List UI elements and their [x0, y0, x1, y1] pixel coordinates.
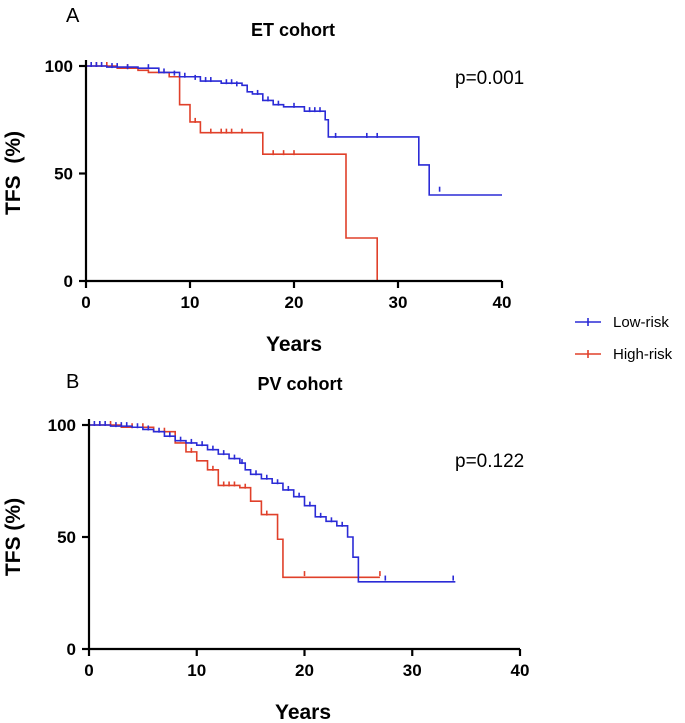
- panel-a-y-tick-label: 100: [45, 57, 73, 76]
- panel-a-x-tick-label: 0: [81, 293, 90, 312]
- panel-a-low-risk-curve: [86, 65, 502, 196]
- panel-a-x-tick-label: 30: [389, 293, 408, 312]
- panel-a-x-axis-label: Years: [266, 333, 322, 356]
- legend-high-risk-label: High-risk: [613, 346, 673, 363]
- panel-b-chart: B PV cohort p=0.122 Years TFS (%) 0 10 20 3…: [2, 371, 529, 723]
- panel-a-y-tick-label: 50: [54, 165, 73, 184]
- panel-a-x-tick-label: 10: [181, 293, 200, 312]
- panel-b-y-tick-label: 0: [67, 640, 76, 659]
- panel-a-title: ET cohort: [251, 20, 335, 40]
- panel-b-low-risk-curve: [89, 424, 456, 583]
- panel-b-x-tick-label: 40: [511, 661, 530, 680]
- legend-item-low-risk: Low-risk: [575, 314, 669, 331]
- panel-a-p-value: p=0.001: [455, 68, 524, 89]
- panel-a-y-axis-label: TFS (%): [2, 131, 25, 215]
- legend-item-high-risk: High-risk: [575, 346, 673, 363]
- legend: Low-risk High-risk: [575, 314, 673, 363]
- panel-a-x-tick-label: 40: [493, 293, 512, 312]
- panel-a-chart: A ET cohort p=0.001 Years TFS (%) 0 10 20 3…: [2, 5, 524, 356]
- panel-a-x-tick-label: 20: [285, 293, 304, 312]
- panel-a-ticks: 0 10 20 30 40 0 50 100: [45, 57, 512, 312]
- panel-a-high-risk-curve: [86, 65, 378, 281]
- panel-b-title: PV cohort: [257, 374, 342, 394]
- panel-b-x-axis-label: Years: [275, 701, 331, 723]
- panel-b-x-tick-label: 20: [295, 661, 314, 680]
- panel-a-letter: A: [66, 5, 80, 27]
- panel-b-y-tick-label: 100: [48, 416, 76, 435]
- panel-b-x-tick-label: 10: [187, 661, 206, 680]
- panel-b-p-value: p=0.122: [455, 451, 524, 472]
- panel-b-x-tick-label: 30: [403, 661, 422, 680]
- panel-a-y-tick-label: 0: [64, 272, 73, 291]
- panel-a-curves: [86, 62, 502, 281]
- panel-b-x-tick-label: 0: [84, 661, 93, 680]
- panel-b-y-axis-label: TFS (%): [2, 498, 25, 576]
- panel-b-letter: B: [66, 371, 79, 393]
- panel-b-y-tick-label: 50: [57, 528, 76, 547]
- panel-b-ticks: 0 10 20 30 40 0 50 100: [48, 416, 530, 680]
- legend-low-risk-label: Low-risk: [613, 314, 669, 331]
- panel-b-high-risk-curve: [89, 424, 380, 579]
- panel-b-curves: [89, 421, 456, 583]
